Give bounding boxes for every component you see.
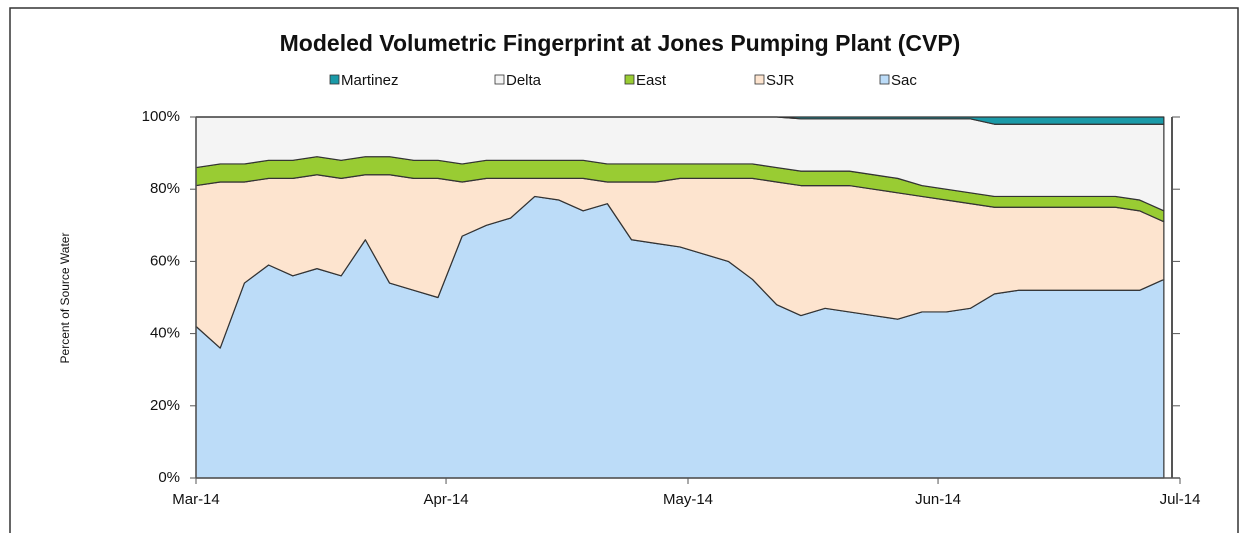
- legend-label: Sac: [891, 72, 917, 89]
- y-tick-label: 40%: [150, 325, 180, 342]
- legend-swatch: [879, 74, 890, 85]
- y-tick-label: 20%: [150, 397, 180, 414]
- legend-swatch: [754, 74, 765, 85]
- legend-swatch: [494, 74, 505, 85]
- chart-frame: [9, 7, 1239, 533]
- legend-label: Delta: [506, 72, 542, 89]
- chart-title: Modeled Volumetric Fingerprint at Jones …: [280, 30, 961, 56]
- x-tick-label: Mar-14: [172, 491, 220, 508]
- legend-swatch: [624, 74, 635, 85]
- area: [195, 116, 1165, 125]
- legend-label: East: [636, 72, 667, 89]
- y-tick-label: 0%: [158, 469, 180, 486]
- y-tick-label: 60%: [150, 252, 180, 269]
- x-tick-label: Apr-14: [424, 491, 469, 508]
- x-tick-label: May-14: [663, 491, 713, 508]
- legend-label: SJR: [766, 72, 795, 89]
- legend-label: Martinez: [341, 72, 399, 89]
- x-tick-label: Jun-14: [915, 491, 961, 508]
- y-tick-label: 80%: [150, 180, 180, 197]
- y-axis-label: Percent of Source Water: [58, 233, 72, 364]
- legend-swatch: [329, 74, 340, 85]
- y-tick-label: 100%: [142, 108, 180, 125]
- x-tick-label: Jul-14: [1160, 491, 1201, 508]
